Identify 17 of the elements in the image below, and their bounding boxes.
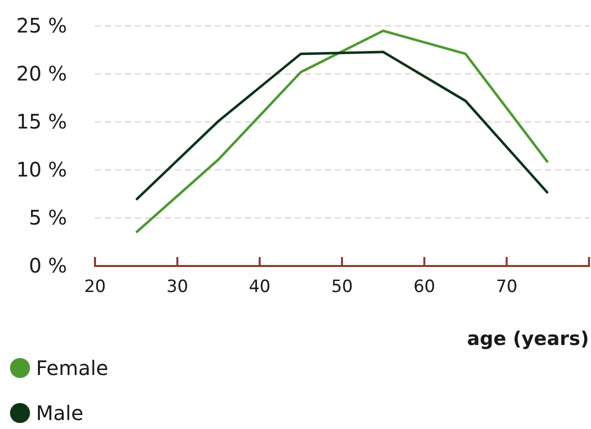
line-series	[134, 50, 550, 202]
x-tick-label: 60	[414, 277, 436, 298]
legend-label: Female	[36, 356, 108, 380]
legend-label: Male	[36, 401, 84, 425]
y-tick-label: 5 %	[28, 205, 67, 230]
y-tick-label: 0 %	[28, 253, 67, 278]
y-tick-label: 10 %	[16, 157, 67, 182]
x-tick-label: 70	[496, 277, 518, 298]
x-tick-label: 50	[331, 277, 353, 298]
x-tick-label: 40	[248, 277, 270, 298]
x-tick-label: 30	[166, 277, 188, 298]
x-tick-label: 20	[84, 277, 106, 298]
y-tick-label: 25 %	[16, 13, 67, 38]
y-tick-label: 20 %	[16, 61, 67, 86]
x-axis-title: age (years)	[466, 328, 589, 350]
y-tick-label: 15 %	[16, 109, 67, 134]
line-series	[134, 30, 550, 234]
